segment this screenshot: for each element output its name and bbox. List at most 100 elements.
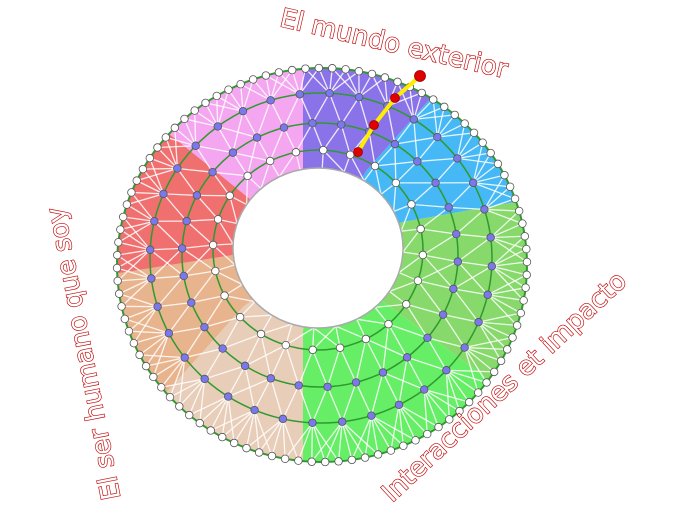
mesh-line — [472, 182, 516, 200]
mesh-line — [269, 127, 285, 162]
mesh-line — [335, 325, 367, 340]
ring-node — [146, 245, 155, 254]
mesh-line — [473, 174, 505, 184]
ring-node — [487, 262, 496, 271]
ring-node — [370, 161, 380, 171]
mesh-line — [341, 421, 379, 455]
mesh-line — [227, 396, 235, 444]
ring-node — [173, 164, 182, 173]
outer-node — [120, 314, 130, 324]
mesh-line — [436, 106, 445, 138]
ring-node — [191, 141, 200, 150]
nodes — [112, 63, 532, 467]
ring-node — [278, 414, 288, 424]
mesh-line — [233, 409, 256, 444]
mesh-line — [364, 415, 373, 458]
ring-node — [295, 90, 304, 99]
mesh-line — [398, 404, 428, 435]
ring-node — [378, 368, 388, 377]
mesh-line — [117, 254, 152, 280]
mesh-line — [183, 244, 214, 277]
ring-node — [468, 178, 478, 187]
mesh-line — [394, 119, 415, 145]
ring-node — [407, 200, 416, 209]
mesh-line — [128, 306, 159, 332]
outer-node — [520, 232, 530, 241]
ring-node — [351, 378, 361, 387]
mesh-line — [448, 206, 485, 211]
mesh-line — [422, 233, 457, 256]
mesh-line — [174, 127, 179, 169]
outer-node — [455, 406, 464, 416]
mesh-line — [245, 175, 249, 205]
mesh-line — [205, 102, 244, 112]
mesh-line — [142, 168, 164, 195]
outer-node — [440, 102, 449, 112]
ring-node — [420, 385, 429, 394]
mesh-line — [118, 277, 152, 295]
mesh-line — [210, 396, 229, 431]
outer-node — [138, 164, 148, 174]
ring-3 — [149, 92, 493, 424]
outer-node — [118, 212, 128, 222]
ring-node — [294, 381, 303, 390]
outer-node — [522, 244, 531, 254]
ring-node — [325, 89, 334, 98]
mesh-line — [417, 157, 458, 163]
mesh-line — [188, 378, 206, 416]
mesh-line — [242, 110, 258, 138]
mesh-line — [358, 73, 373, 98]
mesh-line — [215, 270, 243, 286]
ring-node — [308, 345, 317, 355]
mesh-line — [400, 204, 413, 232]
mesh-line — [491, 265, 527, 276]
mesh-line — [282, 418, 299, 461]
mesh-line — [472, 163, 499, 184]
mesh-line — [417, 280, 444, 316]
ring-node — [418, 250, 428, 260]
mesh-line — [411, 182, 436, 205]
mesh-line — [204, 365, 246, 380]
mesh-line — [183, 270, 216, 277]
mesh-line — [139, 354, 185, 359]
mesh-line — [464, 347, 479, 393]
mesh-line — [117, 277, 152, 282]
mesh-line — [298, 385, 314, 424]
mesh-line — [351, 415, 372, 461]
mesh-line — [487, 274, 527, 296]
outer-node — [386, 446, 396, 455]
mesh-line — [285, 344, 300, 386]
mesh-line — [340, 96, 360, 125]
mesh-line — [212, 171, 231, 197]
mesh-line — [371, 73, 389, 107]
outer-node — [287, 65, 297, 75]
mesh-line — [136, 180, 164, 195]
mesh-line — [168, 326, 205, 334]
outer-node — [360, 453, 370, 462]
mesh-line — [311, 421, 343, 462]
path-node — [390, 93, 400, 103]
outer-node — [486, 148, 495, 158]
outer-node — [496, 356, 506, 366]
ring-node — [474, 317, 483, 327]
mesh-line — [411, 203, 449, 209]
outer-node — [508, 333, 517, 342]
mesh-line — [355, 338, 367, 383]
mesh-line — [253, 409, 260, 453]
mesh-line — [203, 295, 226, 328]
outer-node — [518, 219, 527, 228]
mesh-line — [374, 160, 418, 167]
outer-node — [411, 436, 420, 445]
mesh-line — [176, 168, 198, 196]
mesh-line — [426, 337, 447, 371]
ring-node — [224, 392, 233, 401]
mesh-line — [445, 370, 461, 412]
path-line — [356, 74, 422, 154]
outer-node — [229, 438, 239, 448]
outer-node — [423, 429, 432, 439]
ring-node — [442, 366, 451, 375]
outer-node — [254, 448, 264, 457]
mesh-line — [341, 382, 357, 422]
outer-node — [116, 225, 125, 234]
